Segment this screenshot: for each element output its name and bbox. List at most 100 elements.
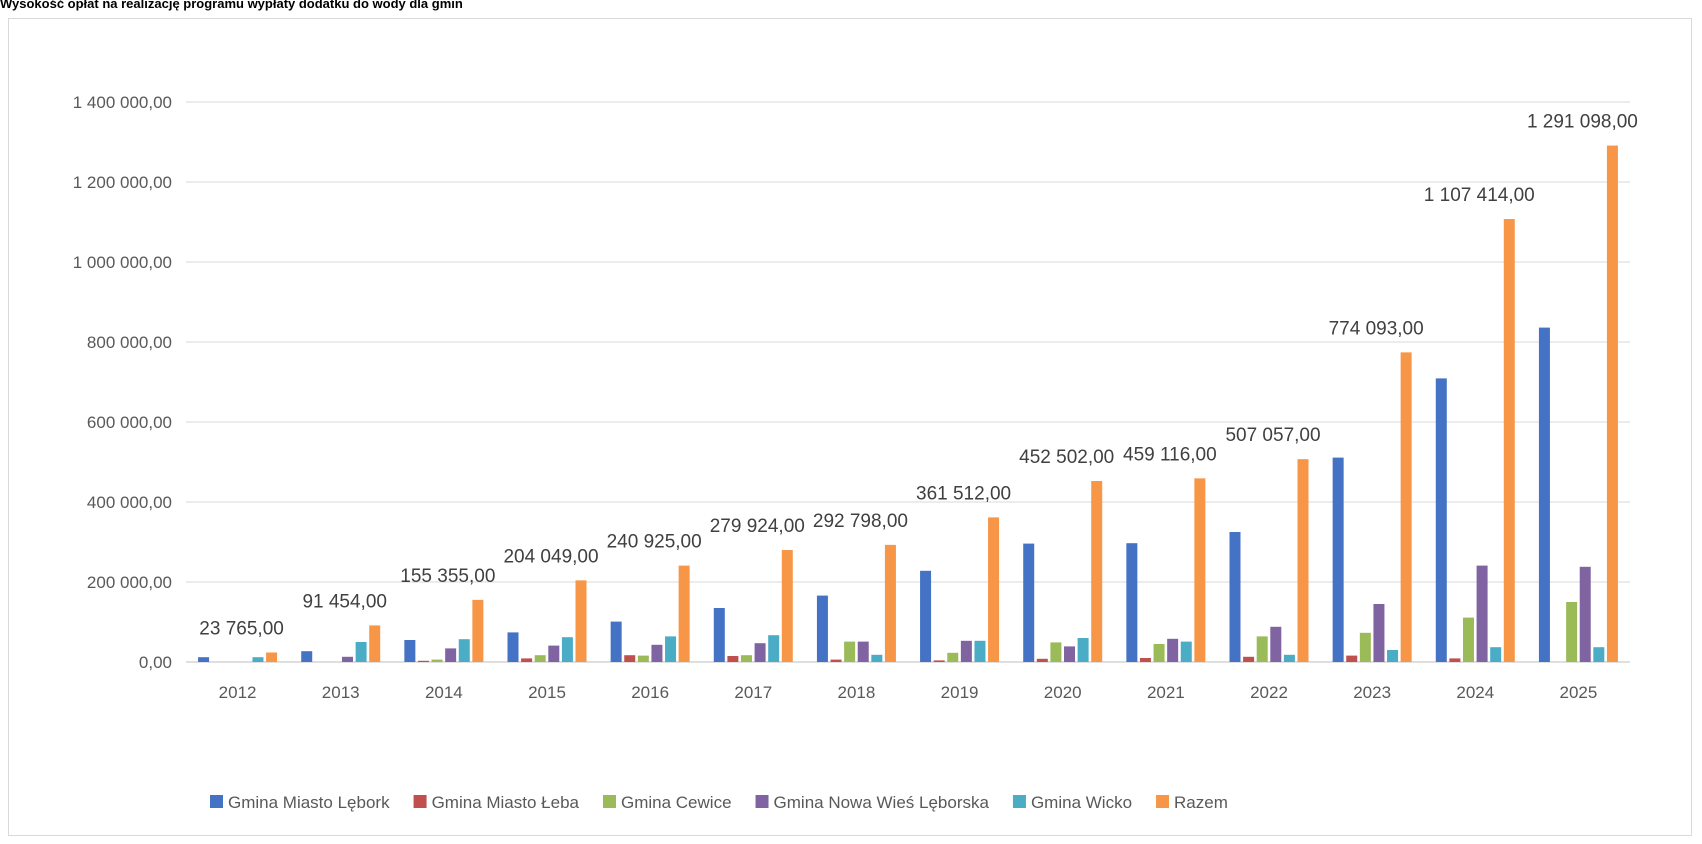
bar bbox=[266, 652, 278, 662]
bar bbox=[1050, 642, 1062, 662]
bar bbox=[727, 656, 739, 662]
bar bbox=[1139, 658, 1151, 662]
data-labels: 23 765,00 91 454,00 155 355,00 204 049,00 24… bbox=[199, 112, 1638, 640]
bar bbox=[472, 599, 484, 662]
y-tick-label: 1 400 000,00 bbox=[73, 93, 172, 112]
bar bbox=[1593, 647, 1605, 662]
legend-swatch bbox=[413, 795, 427, 808]
bar bbox=[369, 625, 381, 662]
data-label: 23 765,00 bbox=[199, 618, 284, 639]
bar bbox=[1064, 646, 1076, 662]
y-tick-label: 0,00 bbox=[139, 653, 172, 672]
y-tick-label: 400 000,00 bbox=[87, 493, 172, 512]
x-tick-label: 2020 bbox=[1044, 683, 1082, 702]
data-label: 204 049,00 bbox=[503, 546, 598, 567]
y-axis: 0,00 200 000,00 400 000,00 600 000,00 800 00… bbox=[73, 93, 172, 672]
x-tick-label: 2017 bbox=[734, 683, 772, 702]
bar bbox=[844, 641, 856, 662]
bar bbox=[1036, 658, 1048, 662]
bar bbox=[507, 632, 519, 662]
legend-label: Gmina Miasto Łeba bbox=[432, 793, 580, 812]
bar bbox=[740, 655, 752, 662]
legend-label: Gmina Nowa Wieś Lęborska bbox=[774, 793, 990, 812]
bar bbox=[534, 655, 546, 662]
x-tick-label: 2022 bbox=[1250, 683, 1288, 702]
data-label: 240 925,00 bbox=[607, 532, 702, 553]
y-tick-label: 1 200 000,00 bbox=[73, 173, 172, 192]
data-label: 459 116,00 bbox=[1123, 444, 1217, 465]
y-tick-label: 200 000,00 bbox=[87, 573, 172, 592]
bar bbox=[830, 659, 842, 662]
bar bbox=[1023, 543, 1035, 662]
bar bbox=[342, 656, 354, 662]
bar bbox=[920, 570, 932, 662]
bar bbox=[713, 608, 725, 662]
bar bbox=[816, 595, 828, 662]
bar bbox=[665, 636, 677, 662]
x-tick-label: 2018 bbox=[838, 683, 876, 702]
x-tick-label: 2014 bbox=[425, 683, 463, 702]
bar bbox=[1400, 352, 1412, 662]
bar bbox=[1346, 655, 1358, 662]
bar bbox=[1091, 480, 1103, 662]
x-tick-label: 2016 bbox=[631, 683, 669, 702]
bar bbox=[1359, 632, 1371, 662]
bar bbox=[1194, 478, 1206, 662]
data-label: 292 798,00 bbox=[813, 511, 908, 532]
bar bbox=[404, 640, 416, 662]
data-label: 155 355,00 bbox=[400, 566, 495, 587]
bar bbox=[575, 580, 587, 662]
bar bbox=[754, 643, 766, 662]
bar bbox=[1270, 626, 1282, 662]
x-tick-label: 2015 bbox=[528, 683, 566, 702]
bar bbox=[1449, 658, 1461, 662]
chart-frame bbox=[8, 18, 1692, 836]
legend-swatch bbox=[1012, 795, 1026, 808]
bar bbox=[1606, 145, 1618, 663]
bar bbox=[1462, 617, 1474, 662]
legend-swatch bbox=[755, 795, 769, 808]
chart-title: Wysokość opłat na realizację programu wy… bbox=[0, 0, 463, 11]
data-label: 1 107 414,00 bbox=[1424, 185, 1535, 206]
data-label: 361 512,00 bbox=[916, 483, 1011, 504]
bar bbox=[871, 654, 883, 662]
bar bbox=[1373, 604, 1385, 662]
data-label: 91 454,00 bbox=[302, 591, 387, 612]
legend-label: Gmina Cewice bbox=[621, 793, 732, 812]
bar bbox=[1256, 636, 1268, 662]
legend-label: Gmina Miasto Lębork bbox=[228, 793, 390, 812]
bar bbox=[198, 657, 210, 662]
bar bbox=[1503, 219, 1515, 662]
data-label: 774 093,00 bbox=[1329, 318, 1424, 339]
bar bbox=[1283, 654, 1295, 662]
bar bbox=[561, 637, 573, 662]
bars bbox=[198, 145, 1618, 663]
bar bbox=[678, 565, 690, 662]
bar bbox=[947, 652, 959, 662]
bar bbox=[1435, 378, 1447, 662]
bar bbox=[624, 655, 636, 662]
legend-label: Gmina Wicko bbox=[1031, 793, 1132, 812]
bar bbox=[1243, 656, 1255, 662]
legend: Gmina Miasto Lębork Gmina Miasto Łeba Gmin… bbox=[210, 793, 1228, 812]
bar bbox=[1579, 566, 1591, 662]
bar bbox=[458, 639, 470, 662]
bar bbox=[548, 645, 560, 662]
bar bbox=[884, 544, 896, 662]
y-tick-label: 800 000,00 bbox=[87, 333, 172, 352]
bar bbox=[1153, 644, 1165, 662]
bar bbox=[252, 657, 264, 662]
y-tick-label: 600 000,00 bbox=[87, 413, 172, 432]
bar bbox=[431, 659, 443, 662]
bar bbox=[988, 517, 1000, 662]
bar bbox=[301, 651, 313, 662]
data-label: 452 502,00 bbox=[1019, 447, 1114, 468]
bar bbox=[1167, 638, 1179, 662]
bar bbox=[1332, 457, 1344, 662]
x-tick-label: 2023 bbox=[1353, 683, 1391, 702]
bar bbox=[637, 655, 649, 662]
bar bbox=[651, 644, 663, 662]
y-tick-label: 1 000 000,00 bbox=[73, 253, 172, 272]
legend-label: Razem bbox=[1174, 793, 1228, 812]
x-tick-label: 2019 bbox=[941, 683, 979, 702]
